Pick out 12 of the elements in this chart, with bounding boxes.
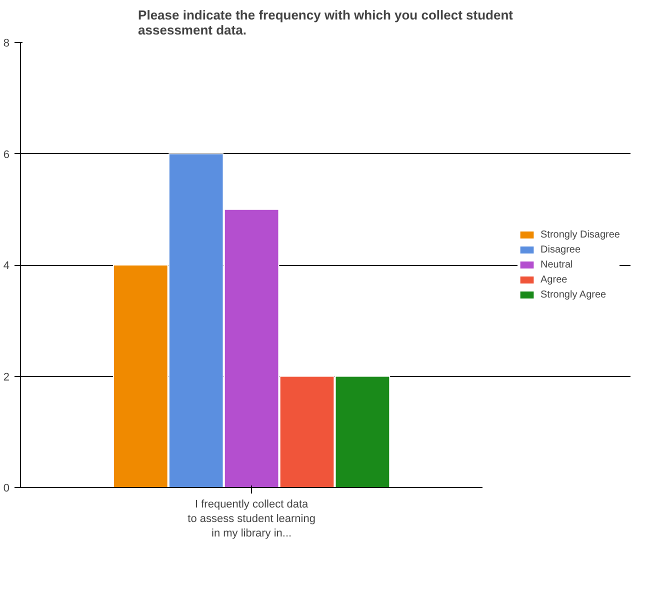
legend-label: Agree (540, 274, 568, 285)
x-tick-label: I frequently collect data to assess student learning in my library in... (188, 498, 316, 540)
y-tick-label: 8 (3, 38, 10, 50)
chart-title: Please indicate the frequency with which you collect student assessment data. (138, 8, 514, 38)
legend-label: Strongly Disagree (540, 229, 620, 240)
legend-label: Disagree (540, 244, 581, 255)
legend-label: Neutral (540, 259, 573, 270)
y-tick-label: 2 (3, 371, 10, 384)
y-tick-label: 0 (3, 482, 10, 494)
legend-label: Strongly Agree (540, 289, 606, 300)
y-tick-label: 4 (3, 260, 10, 272)
y-tick-label: 6 (3, 148, 10, 161)
